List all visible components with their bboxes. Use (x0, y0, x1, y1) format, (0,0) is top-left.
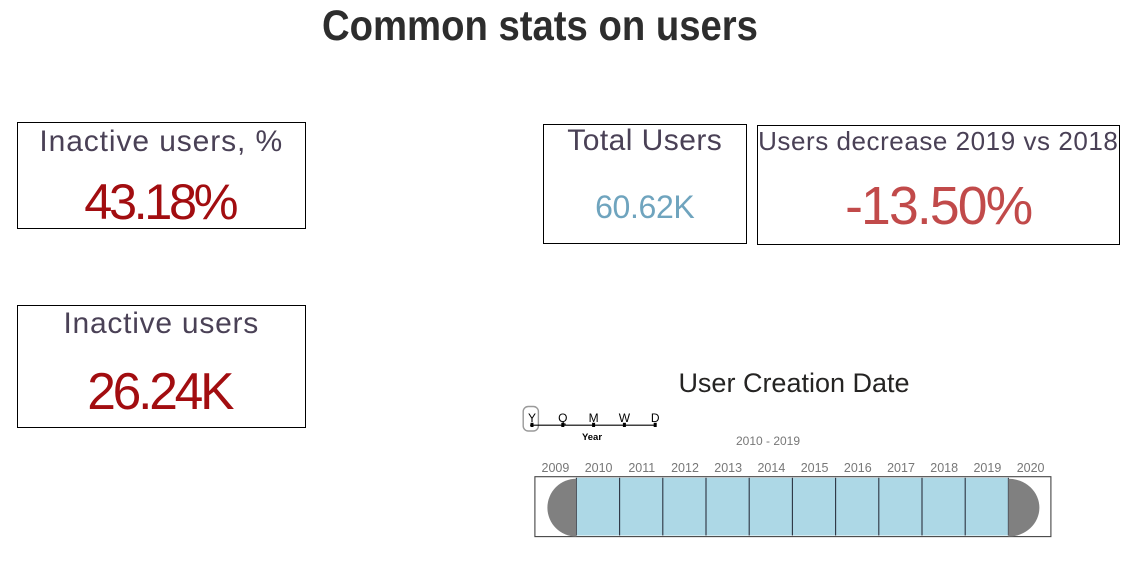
svg-text:D: D (651, 411, 660, 425)
svg-text:W: W (619, 411, 631, 425)
svg-text:Q: Q (558, 411, 567, 425)
svg-text:Y: Y (528, 411, 536, 425)
svg-text:M: M (589, 411, 599, 425)
svg-text:Year: Year (582, 432, 602, 443)
